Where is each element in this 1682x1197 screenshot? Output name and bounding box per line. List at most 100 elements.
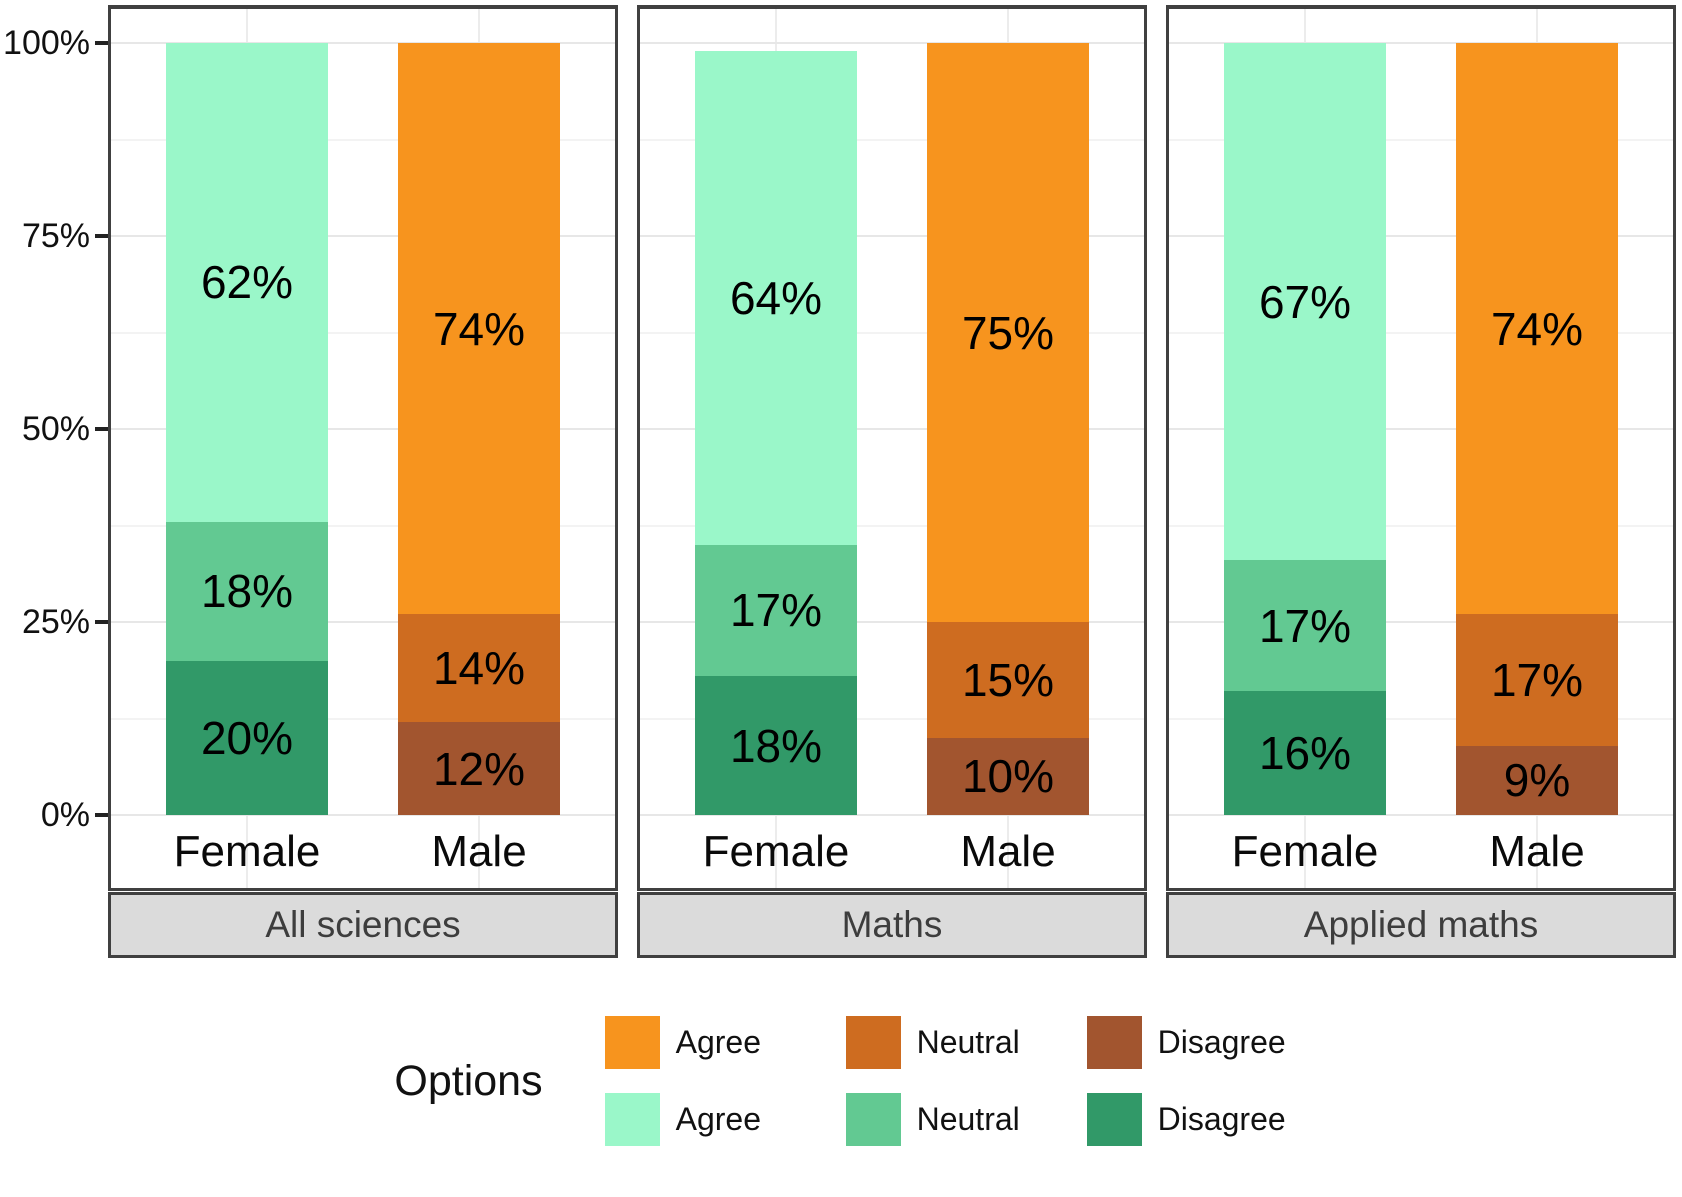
stacked-bar-male: 74% 17% 9% xyxy=(1456,43,1618,815)
bar-segment-value-label: 17% xyxy=(729,584,823,637)
facet: 64% 17% 18% 75% 15% 10% Female Male Maths xyxy=(637,5,1147,958)
bar-segment-value-label: 62% xyxy=(200,256,294,309)
facet: 67% 17% 16% 74% 17% 9% Female Male Applied maths xyxy=(1166,5,1676,958)
legend-item-label: Neutral xyxy=(916,1024,1020,1060)
panel: 67% 17% 16% 74% 17% 9% Female Male xyxy=(1166,5,1676,891)
legend-key-swatch xyxy=(1086,1016,1142,1069)
bar-segment-agree: 64% xyxy=(695,50,857,545)
horizontal-gridline xyxy=(1169,621,1673,623)
legend-key-swatch xyxy=(845,1093,901,1146)
legend-item-label: Disagree xyxy=(1157,1024,1286,1060)
horizontal-gridline xyxy=(1169,524,1673,527)
legend-item-label: Agree xyxy=(675,1024,761,1060)
bar-segment-value-label: 64% xyxy=(729,271,823,324)
bar-segment-agree: 75% xyxy=(927,43,1089,623)
horizontal-gridline xyxy=(640,42,1144,44)
horizontal-gridline xyxy=(111,814,615,816)
horizontal-gridline xyxy=(1169,331,1673,334)
bar-segment-neutral: 14% xyxy=(398,614,560,723)
bar-segment-disagree: 12% xyxy=(398,722,560,815)
stacked-bar-female: 64% 17% 18% xyxy=(695,50,857,815)
legend-item-agree: Agree xyxy=(604,1016,806,1069)
y-axis-tick-mark xyxy=(95,813,108,817)
x-axis-category-label: Female xyxy=(173,826,321,876)
plot-area: 67% 17% 16% 74% 17% 9% xyxy=(1169,9,1673,816)
legend-item-label: Agree xyxy=(675,1101,761,1137)
horizontal-gridline xyxy=(111,621,615,623)
horizontal-gridline xyxy=(640,717,1144,720)
y-axis-tick-label: 75% xyxy=(21,217,90,255)
y-axis-tick-label: 0% xyxy=(40,796,90,834)
legend-item-neutral: Neutral xyxy=(845,1093,1047,1146)
x-axis-category-label: Male xyxy=(1489,826,1585,876)
legend-key-swatch xyxy=(845,1016,901,1069)
bar-segment-value-label: 74% xyxy=(1490,302,1584,355)
y-axis-tick-label: 50% xyxy=(21,410,90,448)
y-axis-tick-label: 25% xyxy=(21,603,90,641)
bar-segment-value-label: 74% xyxy=(432,302,526,355)
horizontal-gridline xyxy=(111,42,615,44)
bar-segment-disagree: 10% xyxy=(927,737,1089,815)
horizontal-gridline xyxy=(640,331,1144,334)
horizontal-gridline xyxy=(111,138,615,141)
legend-item-label: Neutral xyxy=(916,1101,1020,1137)
y-axis-tick-mark xyxy=(95,427,108,431)
horizontal-gridline xyxy=(111,235,615,237)
bar-segment-value-label: 10% xyxy=(961,750,1055,803)
y-axis-tick-mark xyxy=(95,620,108,624)
bar-segment-disagree: 20% xyxy=(166,660,328,815)
stacked-bar-male: 75% 15% 10% xyxy=(927,43,1089,815)
bar-segment-neutral: 18% xyxy=(166,521,328,661)
x-axis-labels: Female Male xyxy=(640,815,1144,888)
y-axis-tick-mark xyxy=(95,234,108,238)
facet-strip-label: Maths xyxy=(841,904,943,945)
horizontal-gridline xyxy=(640,814,1144,816)
bars-row: 62% 18% 20% 74% 14% 12% xyxy=(111,43,615,815)
stacked-bar-male: 74% 14% 12% xyxy=(398,43,560,815)
bar-segment-value-label: 75% xyxy=(961,306,1055,359)
facet-panels: 62% 18% 20% 74% 14% 12% Female Male All sciences… xyxy=(108,5,1676,958)
horizontal-gridline xyxy=(111,717,615,720)
legend: Options Agree Neutral Disagree Agree Neutral… xyxy=(0,1016,1682,1146)
horizontal-gridline xyxy=(1169,138,1673,141)
facet-strip: Maths xyxy=(637,892,1147,958)
faceted-stacked-bar-chart: 0% 25% 50% 75% 100% 62% 18% 20% 74% 14% 12% Female… xyxy=(0,5,1676,958)
horizontal-gridline xyxy=(1169,814,1673,816)
x-axis-category-label: Female xyxy=(1231,826,1379,876)
bar-segment-value-label: 20% xyxy=(200,711,294,764)
bar-segment-agree: 74% xyxy=(1456,43,1618,615)
bar-segment-agree: 67% xyxy=(1224,43,1386,561)
x-axis-labels: Female Male xyxy=(1169,815,1673,888)
bar-segment-value-label: 17% xyxy=(1490,653,1584,706)
legend-item-agree: Agree xyxy=(604,1093,806,1146)
panel: 62% 18% 20% 74% 14% 12% Female Male xyxy=(108,5,618,891)
bar-segment-value-label: 12% xyxy=(432,742,526,795)
horizontal-gridline xyxy=(111,331,615,334)
facet: 62% 18% 20% 74% 14% 12% Female Male All sciences xyxy=(108,5,618,958)
y-axis: 0% 25% 50% 75% 100% xyxy=(0,5,108,891)
legend-item-disagree: Disagree xyxy=(1086,1093,1288,1146)
plot-area: 62% 18% 20% 74% 14% 12% xyxy=(111,9,615,816)
bar-segment-value-label: 17% xyxy=(1258,599,1352,652)
horizontal-gridline xyxy=(640,621,1144,623)
bar-segment-value-label: 16% xyxy=(1258,727,1352,780)
legend-key-swatch xyxy=(604,1093,660,1146)
y-axis-tick-mark xyxy=(95,41,108,45)
horizontal-gridline xyxy=(1169,428,1673,430)
horizontal-gridline xyxy=(640,524,1144,527)
bar-segment-disagree: 16% xyxy=(1224,691,1386,815)
facet-strip-label: Applied maths xyxy=(1303,904,1539,945)
x-axis-category-label: Female xyxy=(702,826,850,876)
legend-grid: Agree Neutral Disagree Agree Neutral Disagree xyxy=(604,1016,1288,1146)
bars-row: 64% 17% 18% 75% 15% 10% xyxy=(640,43,1144,815)
legend-key-swatch xyxy=(604,1016,660,1069)
bar-segment-neutral: 17% xyxy=(1224,560,1386,692)
y-axis-tick-label: 100% xyxy=(3,24,90,62)
stacked-bar-female: 67% 17% 16% xyxy=(1224,43,1386,815)
x-axis-category-label: Male xyxy=(960,826,1056,876)
bar-segment-agree: 74% xyxy=(398,43,560,615)
bar-segment-value-label: 15% xyxy=(961,653,1055,706)
horizontal-gridline xyxy=(640,428,1144,430)
legend-item-neutral: Neutral xyxy=(845,1016,1047,1069)
